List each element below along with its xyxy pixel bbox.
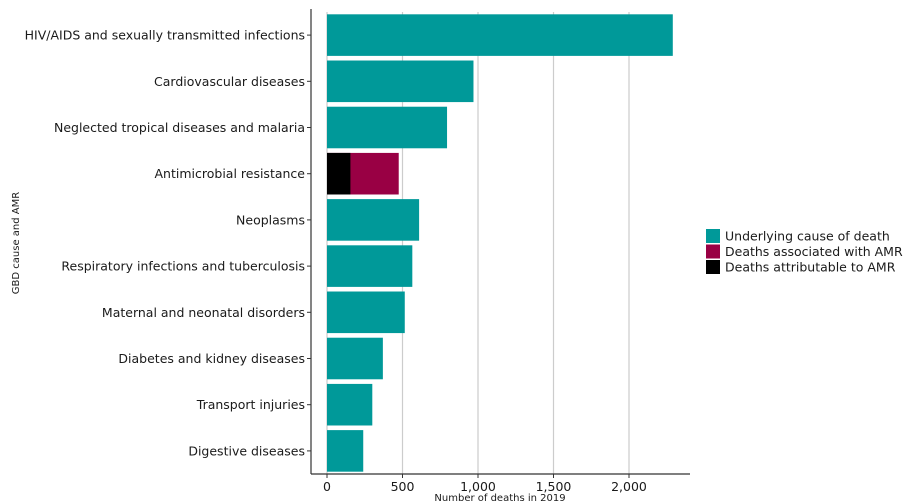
legend-label-0: Underlying cause of death xyxy=(725,229,890,244)
category-label-5: Respiratory infections and tuberculosis xyxy=(61,259,305,274)
legend-swatch-2 xyxy=(706,260,720,274)
y-axis-title: GBD cause and AMR xyxy=(11,192,22,294)
x-tick-labels: 0 500 1,000 1,500 2,000 xyxy=(323,479,647,494)
bar-5-series-0 xyxy=(327,245,413,287)
bar-0-series-0 xyxy=(327,14,673,56)
bar-1-series-0 xyxy=(327,60,474,103)
x-tick-label-3: 1,500 xyxy=(536,479,572,494)
category-label-0: HIV/AIDS and sexually transmitted infect… xyxy=(25,28,305,43)
legend-label-2: Deaths attributable to AMR xyxy=(725,260,896,275)
bar-3-series-2 xyxy=(327,152,351,195)
bar-2-series-0 xyxy=(327,106,448,149)
bar-8-series-0 xyxy=(327,383,373,426)
bar-4-series-0 xyxy=(327,199,420,241)
x-tick-label-0: 0 xyxy=(323,479,331,494)
category-label-9: Digestive diseases xyxy=(188,443,305,458)
bars xyxy=(327,14,673,472)
bar-7-series-0 xyxy=(327,337,383,380)
bar-9-series-0 xyxy=(327,430,364,472)
bar-6-series-0 xyxy=(327,291,405,334)
legend-swatch-1 xyxy=(706,244,720,259)
x-tick-label-1: 500 xyxy=(391,479,415,494)
x-tick-label-2: 1,000 xyxy=(460,479,496,494)
category-label-2: Neglected tropical diseases and malaria xyxy=(54,120,305,135)
category-labels: HIV/AIDS and sexually transmitted infect… xyxy=(25,28,306,459)
legend-swatch-0 xyxy=(706,229,720,243)
category-label-4: Neoplasms xyxy=(236,212,305,227)
category-label-6: Maternal and neonatal disorders xyxy=(102,305,305,320)
category-label-8: Transport injuries xyxy=(196,397,305,412)
category-label-1: Cardiovascular diseases xyxy=(154,74,305,89)
x-axis-title: Number of deaths in 2019 xyxy=(434,493,565,501)
x-tick-label-4: 2,000 xyxy=(611,479,647,494)
category-label-3: Antimicrobial resistance xyxy=(155,166,306,181)
axes xyxy=(307,9,690,478)
legend-label-1: Deaths associated with AMR xyxy=(725,244,903,259)
category-label-7: Diabetes and kidney diseases xyxy=(118,351,305,366)
